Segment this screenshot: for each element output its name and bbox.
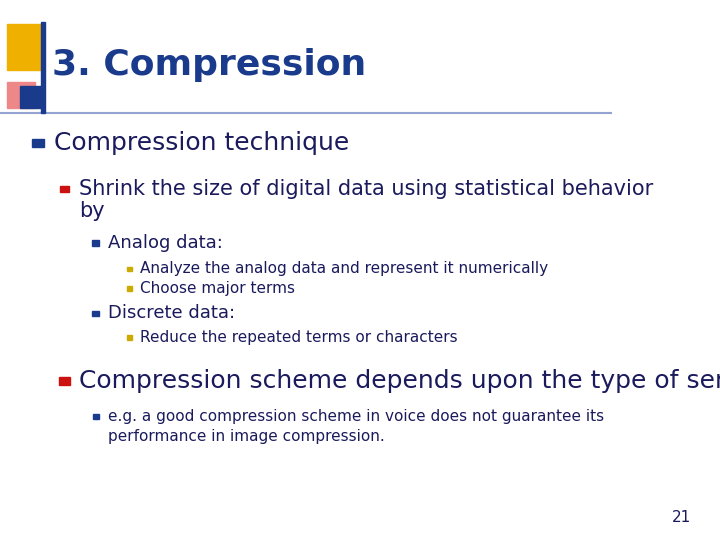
Text: performance in image compression.: performance in image compression. <box>108 429 384 444</box>
Bar <box>41 22 45 113</box>
Bar <box>32 139 44 147</box>
Bar <box>60 186 69 192</box>
Bar <box>59 377 70 384</box>
Text: Analyze the analog data and represent it numerically: Analyze the analog data and represent it… <box>140 261 549 276</box>
Bar <box>92 240 99 246</box>
Text: Reduce the repeated terms or characters: Reduce the repeated terms or characters <box>140 330 458 345</box>
Bar <box>92 415 99 419</box>
Bar <box>7 24 42 70</box>
Bar <box>127 286 132 291</box>
Text: Choose major terms: Choose major terms <box>140 281 295 296</box>
Text: 3. Compression: 3. Compression <box>52 48 366 82</box>
Bar <box>127 267 132 271</box>
Bar <box>127 335 132 340</box>
Text: by: by <box>79 200 105 221</box>
Text: 21: 21 <box>672 510 691 525</box>
Bar <box>92 310 99 316</box>
Text: Discrete data:: Discrete data: <box>108 304 235 322</box>
Text: Compression scheme depends upon the type of service: Compression scheme depends upon the type… <box>79 369 720 393</box>
Bar <box>7 82 35 108</box>
Text: Shrink the size of digital data using statistical behavior: Shrink the size of digital data using st… <box>79 179 654 199</box>
Bar <box>20 86 42 108</box>
Text: Analog data:: Analog data: <box>108 234 223 252</box>
Text: Compression technique: Compression technique <box>54 131 349 155</box>
Text: e.g. a good compression scheme in voice does not guarantee its: e.g. a good compression scheme in voice … <box>108 409 604 424</box>
